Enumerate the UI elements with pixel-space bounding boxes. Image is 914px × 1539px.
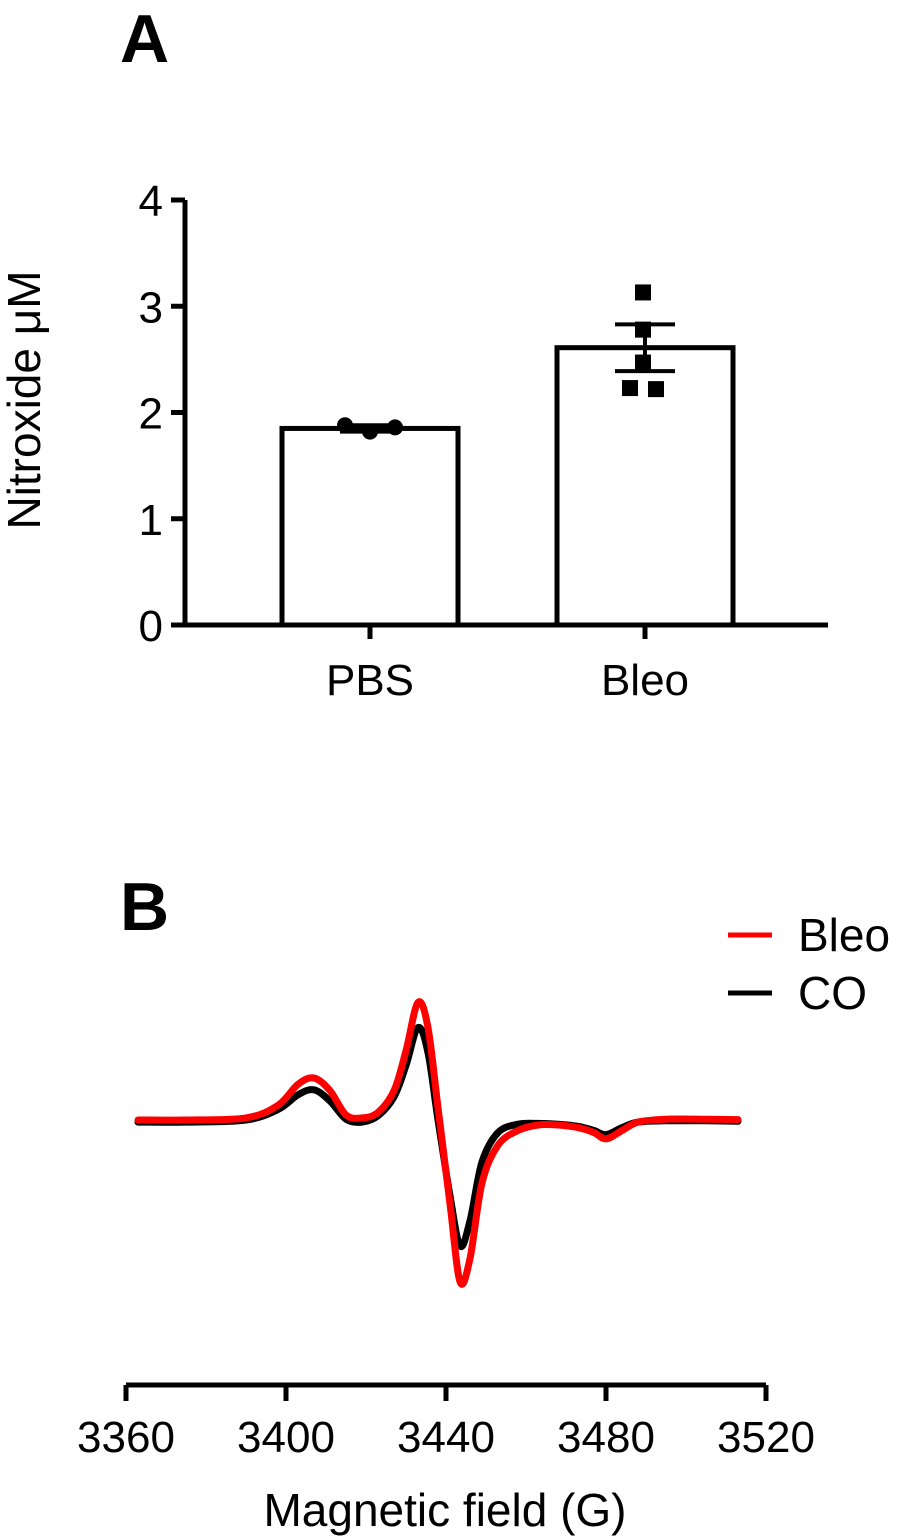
panel-a-bar-pbs [279,425,461,628]
panel-a-bars [279,345,736,628]
panel-b-series-line-bleo [134,998,742,1288]
panel-b-legend-label-bleo: Bleo [798,909,890,961]
panel-a-y-axis-title: Nitroxide μM [0,270,50,529]
panel-a-y-tick-label: 4 [139,177,163,226]
panel-a-point-bleo [648,381,664,398]
panel-a-bar-bleo [554,345,736,628]
panel-a-y-ticks: 0 1 2 3 4 [139,177,185,651]
panel-a-y-tick-label: 2 [139,390,163,439]
panel-b-legend-label-co: CO [798,967,867,1019]
panel-b-x-tick-label: 3480 [557,1413,655,1462]
panel-b-line-chart: 3360 3400 3440 3480 3520 Magnetic field (G) … [77,909,890,1536]
panel-a-label: A [120,1,169,77]
panel-a-y-tick-label: 3 [139,283,163,332]
panel-b-x-ticks: 3360 3400 3440 3480 3520 [77,1385,815,1462]
panel-a-x-ticks: PBS Bleo [326,625,689,705]
panel-b-x-tick-label: 3520 [717,1413,815,1462]
panel-a-point-bleo [635,284,651,301]
panel-a-x-tick-label-bleo: Bleo [601,656,689,705]
panel-a-y-tick-label: 0 [139,602,163,651]
panel-b-legend: Bleo CO [728,909,890,1019]
panel-b-label: B [120,869,169,945]
panel-a-error-bars [340,322,675,434]
panel-b-series-lines [134,998,742,1288]
panel-a-x-tick-label-pbs: PBS [326,656,414,705]
panel-b-x-tick-label: 3400 [237,1413,335,1462]
panel-a-y-tick-label: 1 [139,496,163,545]
panel-b-x-tick-label: 3440 [397,1413,495,1462]
panel-b-series-line-co [134,1023,742,1251]
panel-a-point-bleo [622,380,638,397]
panel-a-bar-chart: 0 1 2 3 4 PBS Bleo Nitroxide μM [0,177,828,705]
panel-b-x-axis-title: Magnetic field (G) [263,1484,626,1536]
panel-b-x-tick-label: 3360 [77,1413,175,1462]
